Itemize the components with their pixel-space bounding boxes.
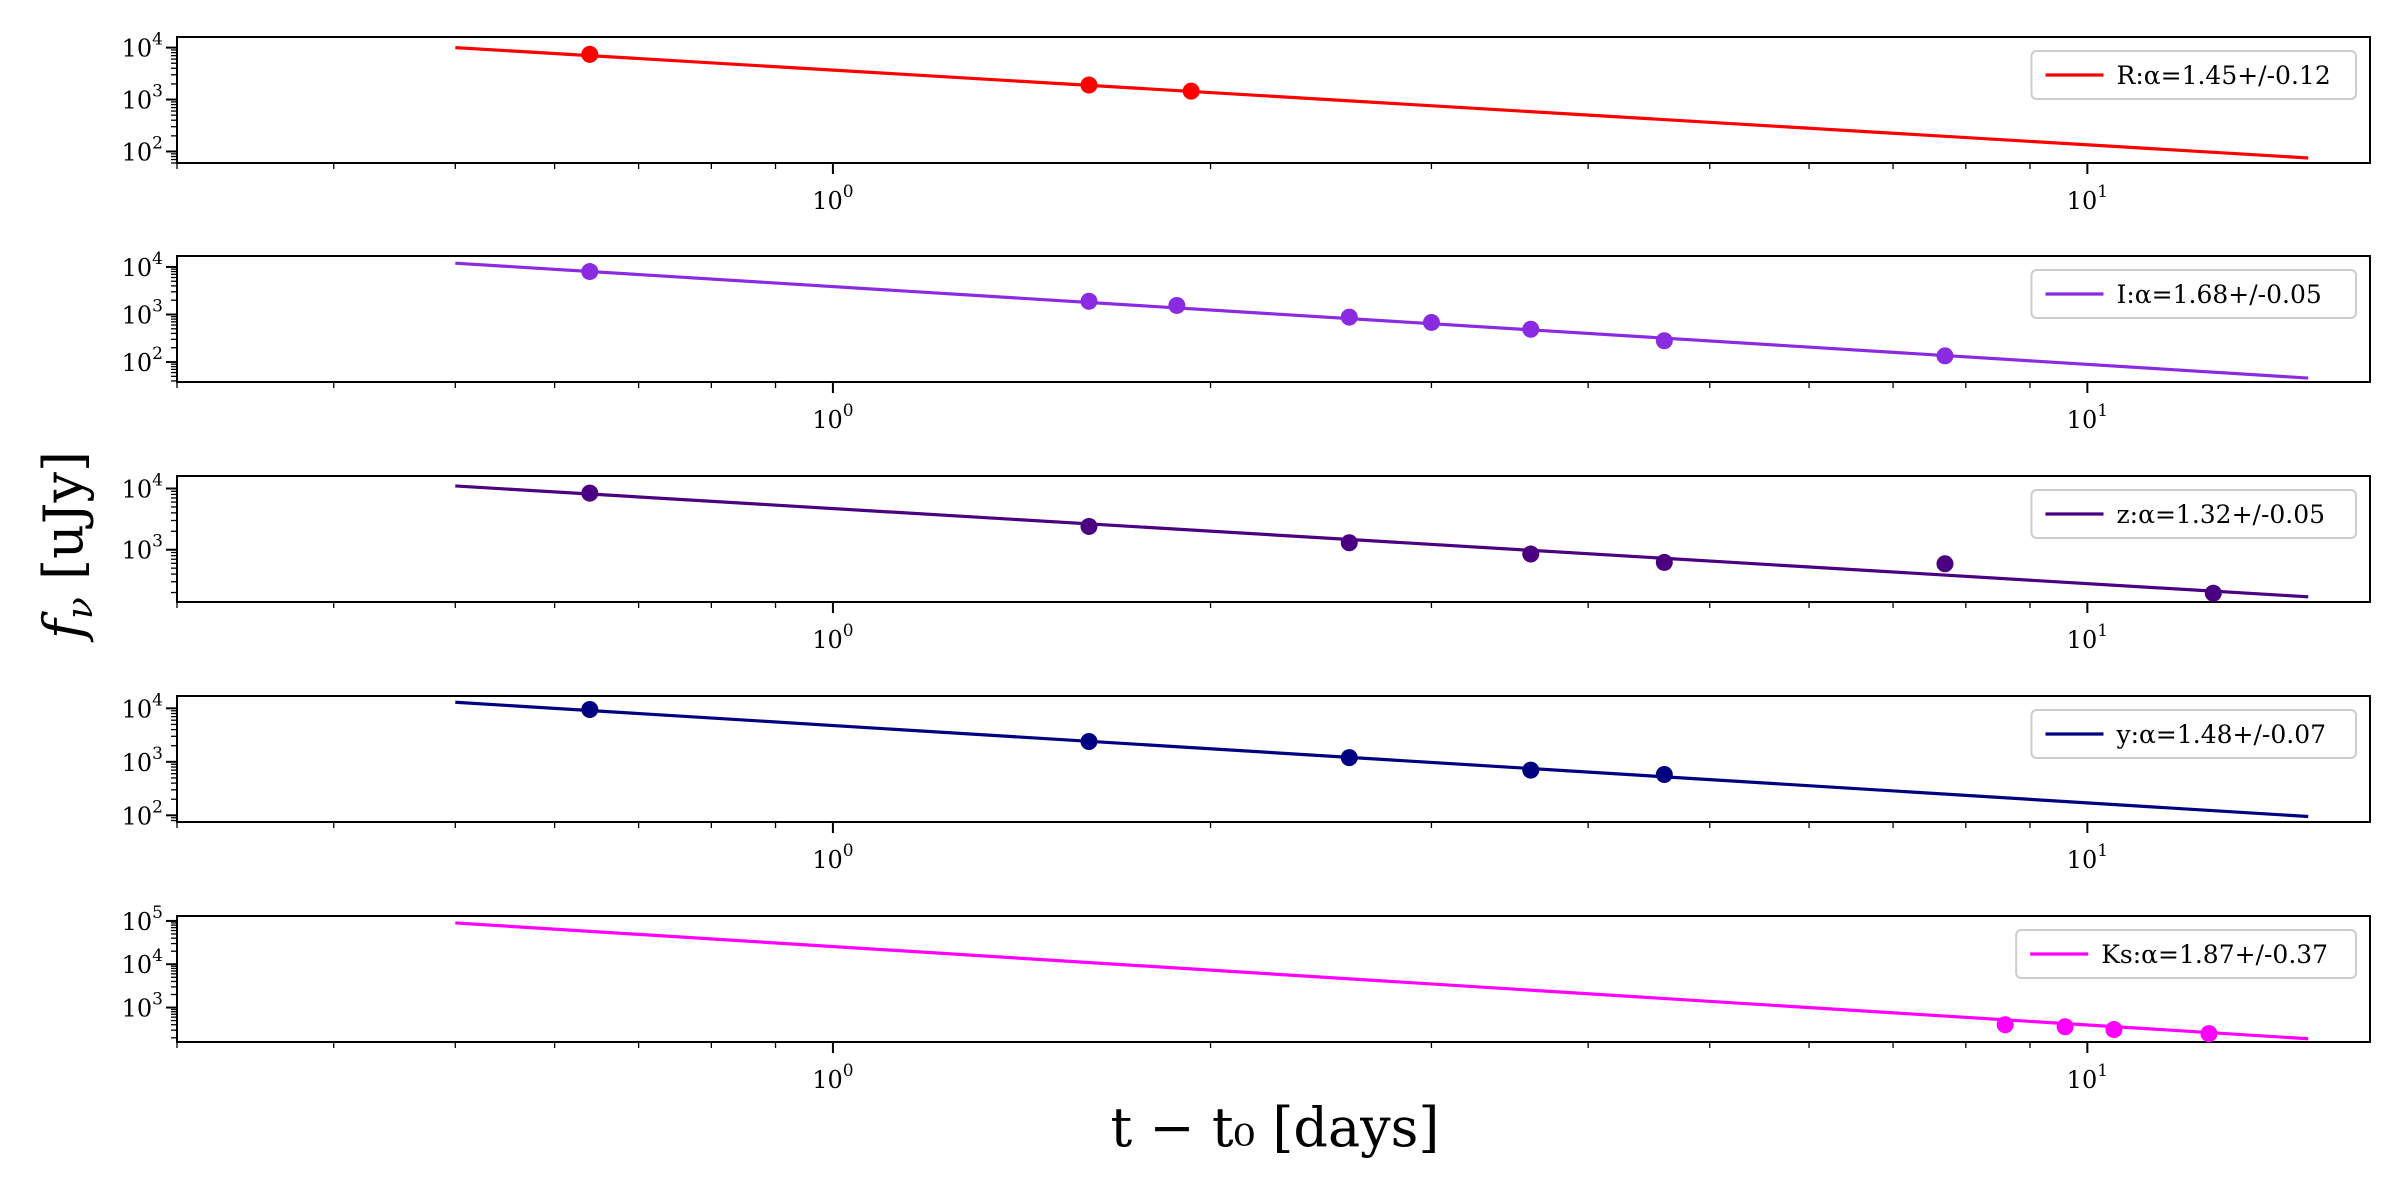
legend-label: z:α=1.32+/-0.05 [2117,500,2326,529]
data-point-Ks [2105,1021,2123,1039]
x-axis-title: t − t₀ [days] [1111,1096,1440,1159]
data-point-I [1340,308,1358,326]
fit-line-I [455,261,2309,380]
legend-label: I:α=1.68+/-0.05 [2117,280,2322,309]
data-point-Ks [2200,1025,2218,1043]
plot-frame [176,695,2371,823]
data-point-z [1936,555,1954,573]
data-point-I [1080,292,1098,310]
y-tick-label: 102 [122,797,163,830]
data-point-y [1340,749,1358,767]
fit-line-z [455,484,2309,599]
y-tick-label: 105 [122,903,163,936]
legend-label: y:α=1.48+/-0.07 [2116,720,2327,749]
x-tick-label: 100 [812,401,853,434]
x-tick-label: 100 [812,1061,853,1094]
fit-line-R [455,46,2309,160]
data-point-Ks [2056,1018,2074,1036]
data-point-R [581,45,599,63]
y-tick-label: 103 [122,744,163,777]
data-point-z [581,484,599,502]
data-point-z [1522,545,1540,563]
y-tick-label: 104 [122,946,163,979]
data-point-y [581,701,599,719]
x-tick-label: 101 [2067,182,2108,215]
legend-box [2030,50,2357,100]
panel-z: 100 101 104 103 z:α=1.32+/-0.05 [122,470,2371,654]
data-point-z [1080,517,1098,535]
x-tick-label: 100 [812,841,853,874]
x-tick-label: 101 [2067,621,2108,654]
data-point-I [581,263,599,281]
y-tick-label: 103 [122,82,163,115]
plot-frame [176,915,2371,1043]
data-point-I [1422,313,1440,331]
y-tick-label: 103 [122,990,163,1023]
legend-box [2030,709,2357,759]
legend-box [2030,269,2357,319]
panel-Ks: 100 101 105 104 103 Ks:α=1.87+/-0.37 [122,903,2371,1094]
panel-y: 100 101 104 103 102 y:α=1.48+/-0.07 [122,690,2371,874]
y-tick-label: 104 [122,30,163,63]
data-point-y [1655,765,1673,783]
data-point-z [2204,584,2222,602]
legend-Ks: Ks:α=1.87+/-0.37 [2015,929,2357,979]
y-tick-label: 103 [122,296,163,329]
data-point-y [1080,732,1098,750]
data-point-R [1080,76,1098,94]
y-tick-label: 104 [122,470,163,503]
data-point-y [1522,761,1540,779]
legend-label: Ks:α=1.87+/-0.37 [2101,940,2328,969]
legend-R: R:α=1.45+/-0.12 [2030,50,2357,100]
y-tick-label: 103 [122,532,163,565]
panel-R: 100 101 104 103 102 R:α=1.45+/-0.12 [122,30,2371,215]
data-point-I [1655,332,1673,350]
y-tick-label: 104 [122,249,163,282]
x-tick-label: 101 [2067,1061,2108,1094]
data-point-I [1168,296,1186,314]
fit-line-y [455,700,2309,819]
panel-I: 100 101 104 103 102 I:α=1.68+/-0.05 [122,249,2371,434]
legend-I: I:α=1.68+/-0.05 [2030,269,2357,319]
x-tick-label: 100 [812,182,853,215]
y-tick-label: 102 [122,344,163,377]
x-tick-label: 101 [2067,401,2108,434]
y-tick-label: 104 [122,690,163,723]
x-tick-label: 101 [2067,841,2108,874]
legend-z: z:α=1.32+/-0.05 [2030,489,2357,539]
data-point-z [1655,553,1673,571]
legend-label: R:α=1.45+/-0.12 [2117,61,2331,90]
legend-y: y:α=1.48+/-0.07 [2030,709,2357,759]
plot-frame [176,475,2371,603]
legend-box [2030,489,2357,539]
data-point-R [1182,82,1200,100]
y-tick-label: 102 [122,133,163,166]
data-point-z [1340,534,1358,552]
legend-box [2015,929,2357,979]
data-point-Ks [1996,1016,2014,1034]
x-tick-label: 100 [812,621,853,654]
data-point-I [1936,347,1954,365]
y-axis-title: fν [uJy] [32,451,101,643]
data-point-I [1522,320,1540,338]
